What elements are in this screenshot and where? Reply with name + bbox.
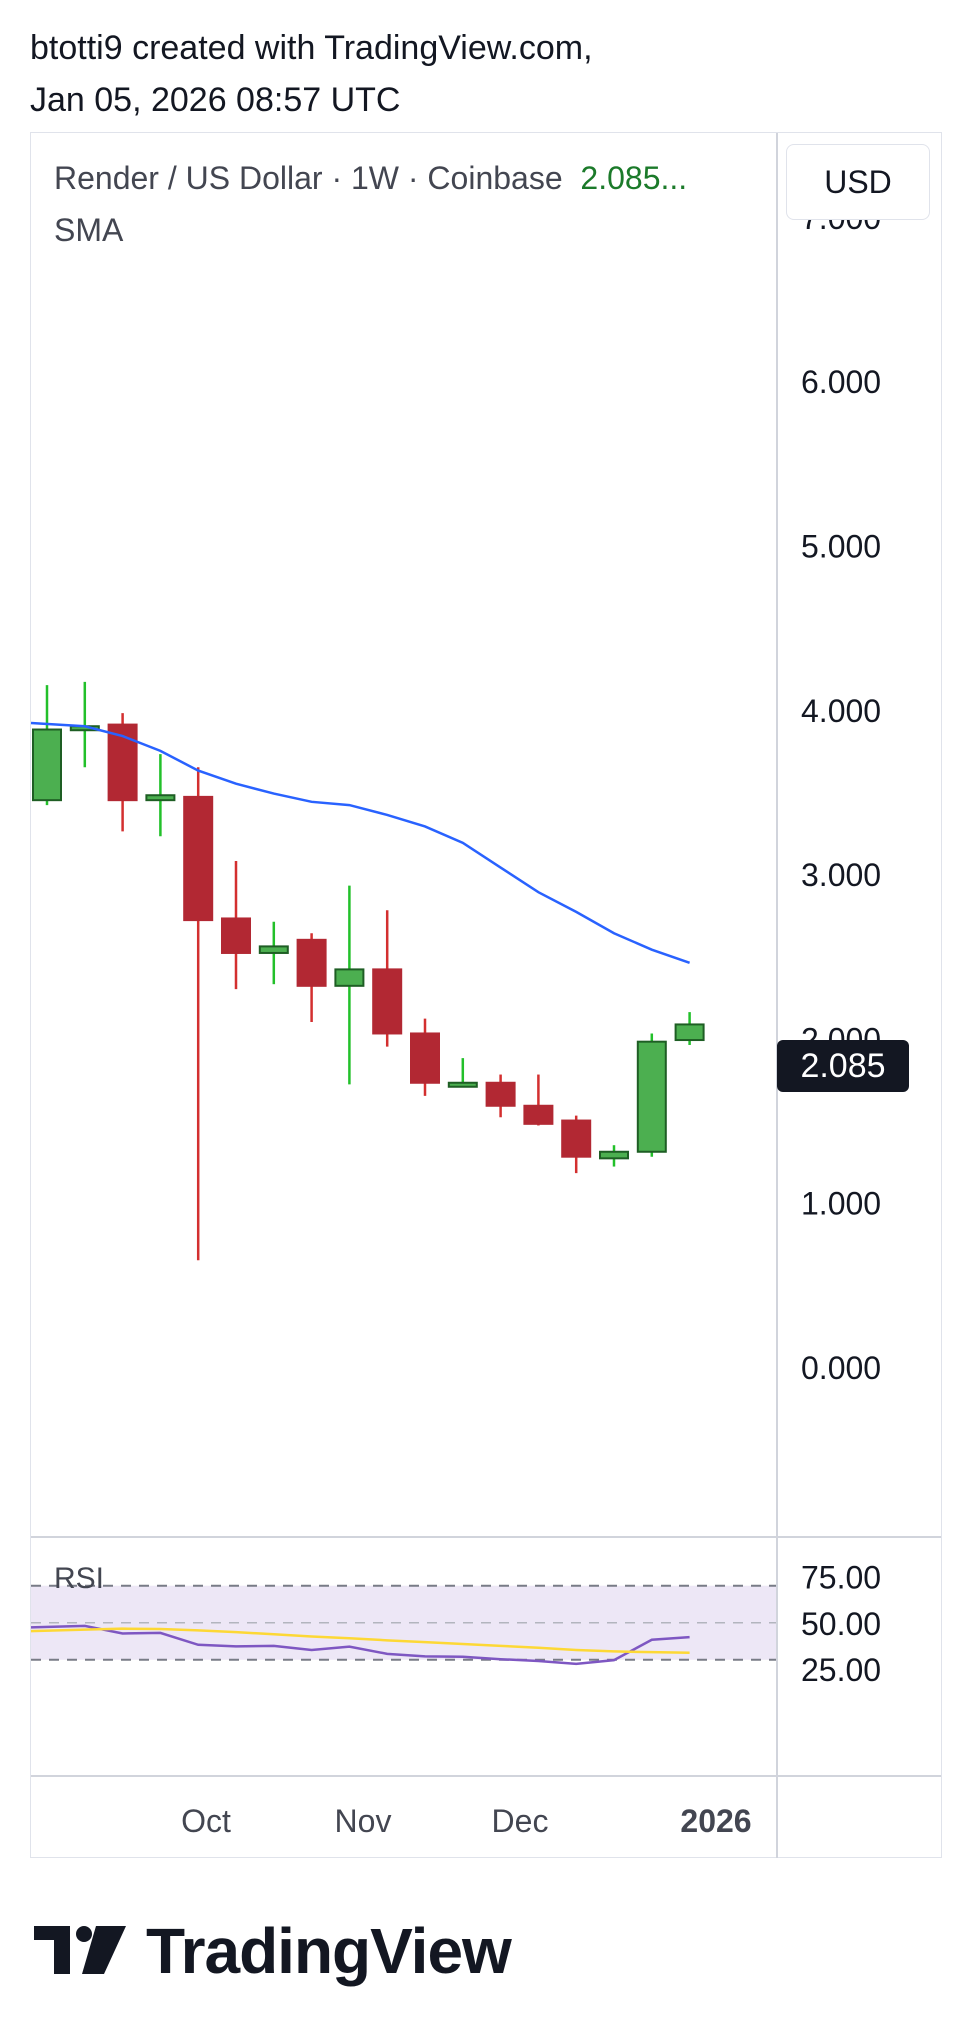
rsi-tick-label: 50.00 [801,1606,881,1642]
price-pane[interactable] [30,681,705,1261]
candle-body-up [599,1150,629,1160]
price-tick-label: 6.000 [801,364,881,400]
price-tick-label: 0.000 [801,1350,881,1386]
candle-body-down [296,938,327,987]
price-tick-label: 4.000 [801,693,881,729]
price-tick-label: 3.000 [801,857,881,893]
price-tick-label: 1.000 [801,1186,881,1222]
candle-body-up [674,1023,705,1042]
rsi-legend[interactable]: RSI [54,1562,105,1595]
candle-body-down [561,1119,592,1158]
attribution-line-2: Jan 05, 2026 08:57 UTC [30,81,401,119]
rsi-line [30,1624,690,1666]
candle-body-down [485,1081,516,1107]
rsi-tick-label: 75.00 [801,1560,881,1596]
candle-body-up [32,728,62,802]
time-tick-label: 2026 [680,1803,751,1839]
tradingview-logo[interactable]: TradingView [34,1914,512,1988]
candle-body-down [372,968,403,1035]
sma-line [30,721,691,965]
candle-body-up [334,968,365,987]
rsi-pane[interactable]: 25.00 50.00 75.00 [30,1560,881,1689]
time-axis[interactable]: Oct Nov Dec 2026 [181,1803,751,1839]
tradingview-logo-icon [34,1926,126,1974]
symbol-title[interactable]: Render / US Dollar · 1W · Coinbase [54,160,563,196]
time-tick-label: Nov [335,1803,392,1839]
last-price-tag: 2.085 [777,1040,909,1092]
price-tick-label: 5.000 [801,529,881,565]
candle-body-up [636,1040,667,1153]
sma-legend[interactable]: SMA [54,212,124,248]
chart-frame [30,132,942,1858]
candle-body-up [258,945,289,954]
candle-body-down [221,917,251,954]
candle-body-up [447,1081,478,1088]
legend-price: 2.085... [580,160,688,196]
time-tick-label: Dec [492,1803,549,1839]
chart-attribution: btotti9 created with TradingView.com, Ja… [30,22,593,126]
candle-body-down [183,795,214,922]
tradingview-logo-text: TradingView [146,1915,512,1987]
rsi-tick-label: 25.00 [801,1652,881,1688]
candle-body-down [523,1104,554,1125]
chart-legend: Render / US Dollar · 1W · Coinbase 2.085… [54,152,687,256]
candle-body-down [410,1032,440,1084]
rsi-ma-line [30,1627,690,1654]
attribution-line-1: btotti9 created with TradingView.com, [30,29,593,67]
candle-body-up [145,794,176,802]
time-tick-label: Oct [181,1803,231,1839]
currency-button[interactable]: USD [786,144,930,220]
